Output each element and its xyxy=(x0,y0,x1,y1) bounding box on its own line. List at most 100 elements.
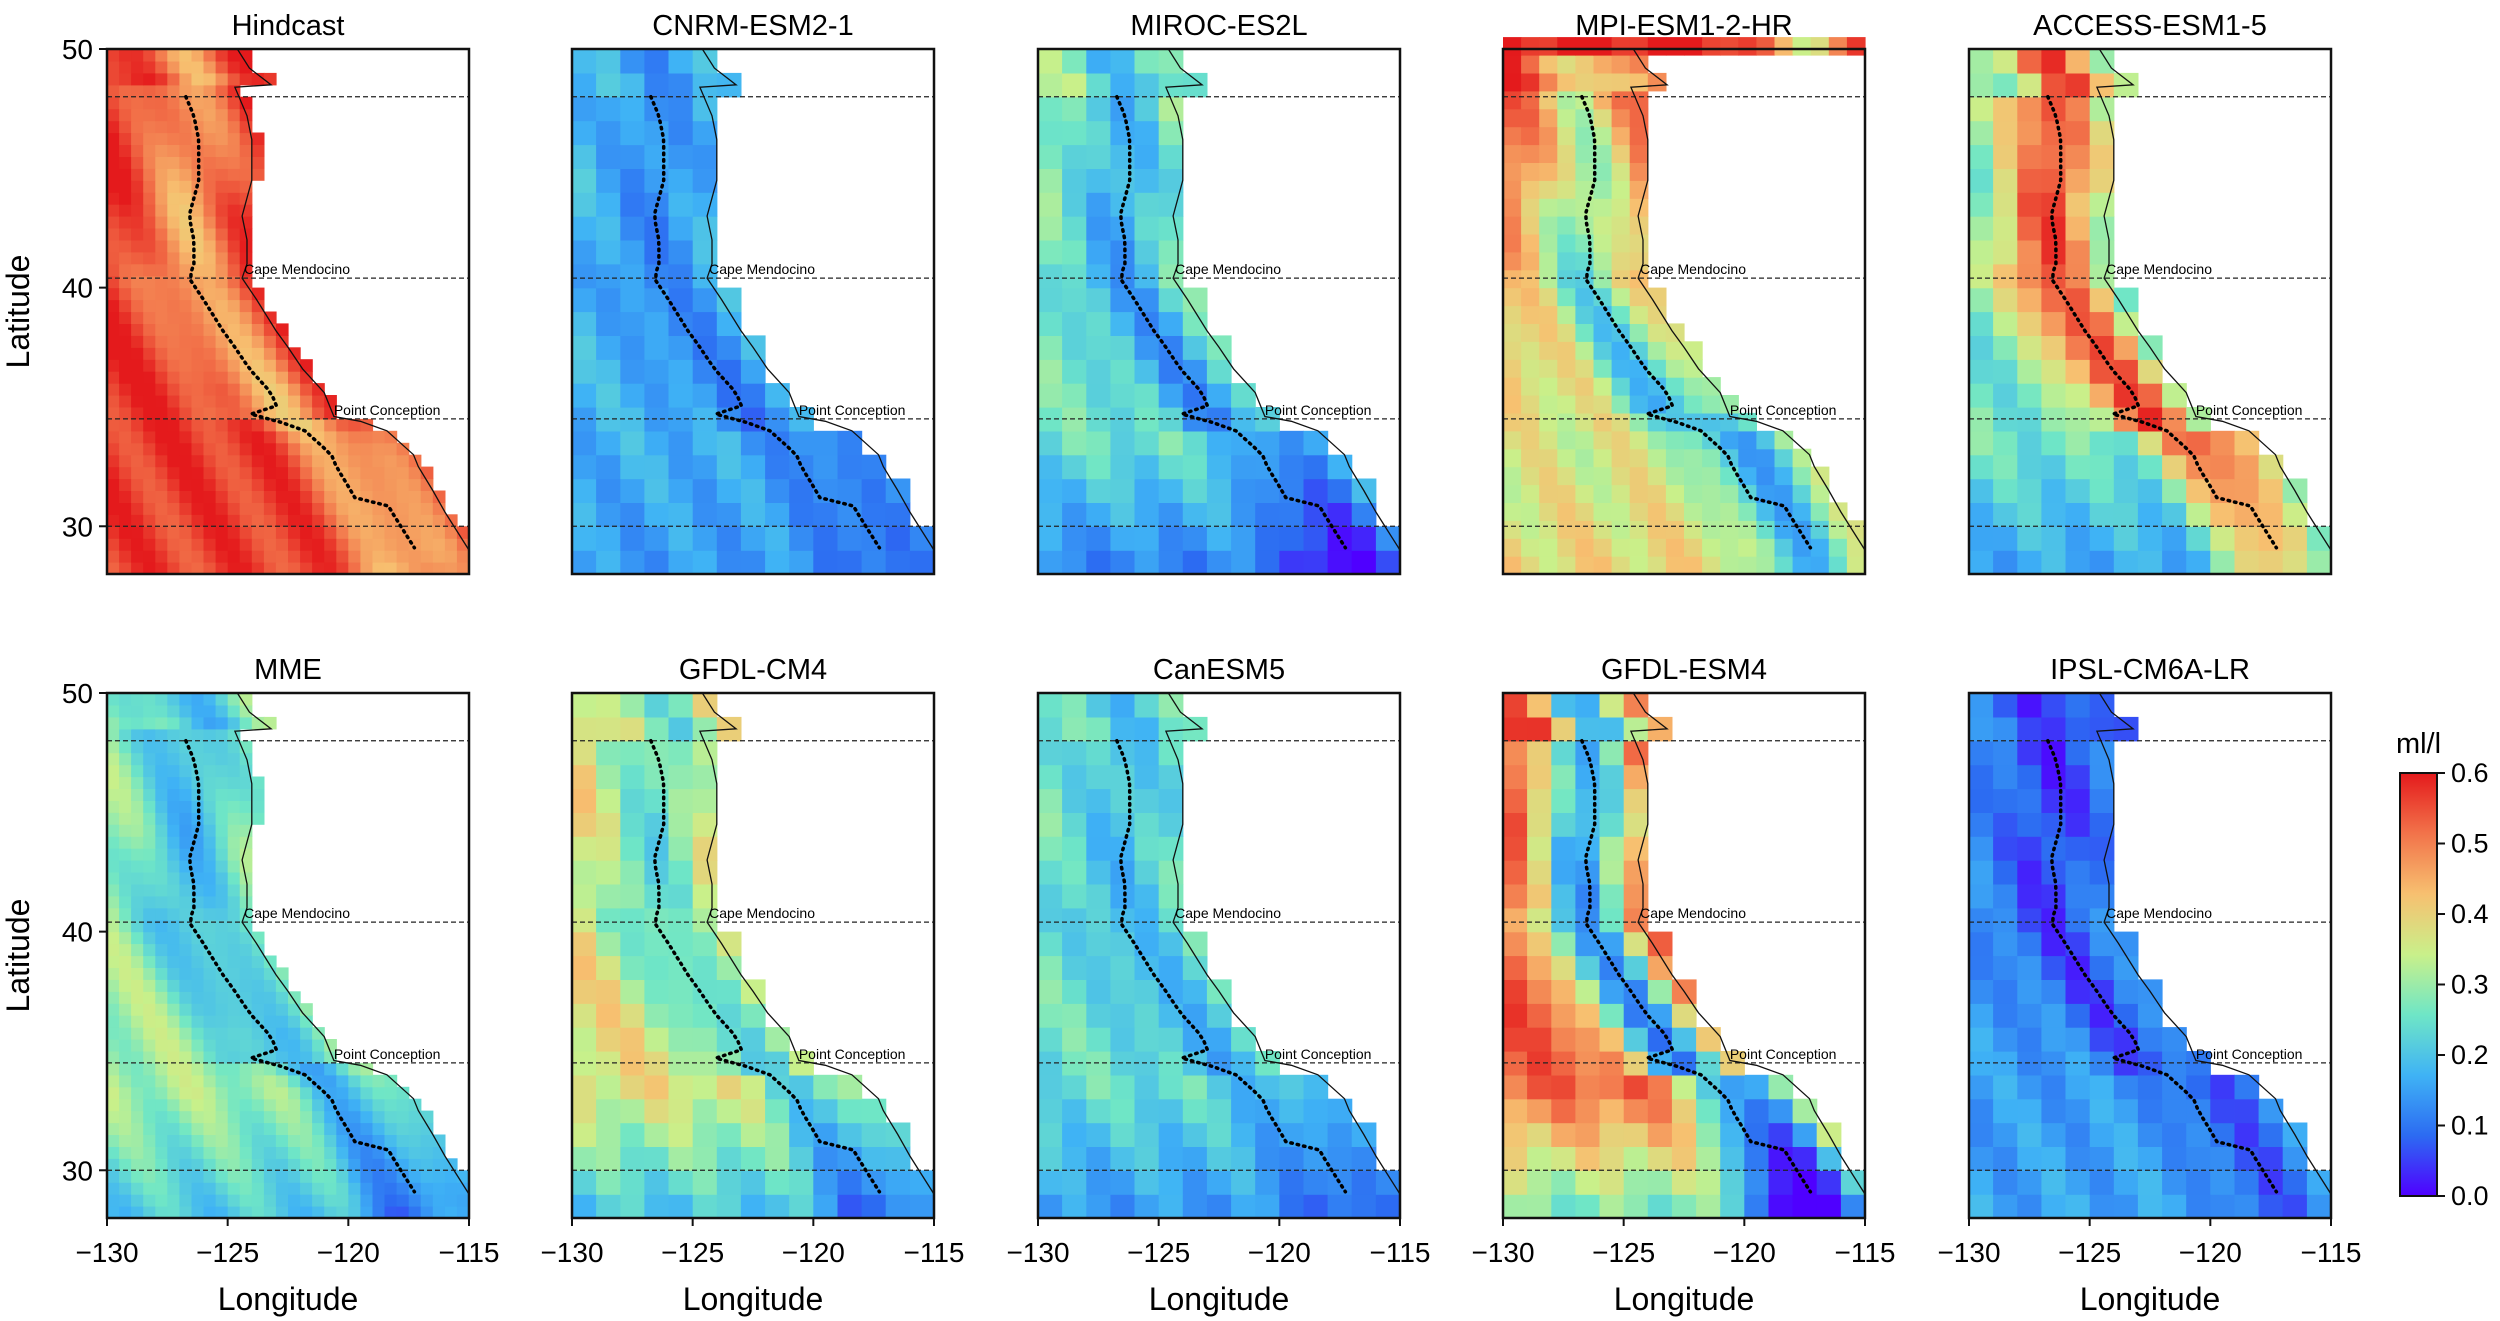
heatmap-cell xyxy=(300,514,313,527)
heatmap-cell xyxy=(2065,740,2091,766)
heatmap-cell xyxy=(1255,1051,1280,1076)
heatmap-cell xyxy=(2162,1146,2187,1171)
heatmap-cell xyxy=(348,1074,361,1088)
heatmap-cell xyxy=(692,550,718,575)
heatmap-cell xyxy=(716,1027,742,1052)
heatmap-cell xyxy=(312,490,325,503)
heatmap-cell xyxy=(203,538,217,551)
heatmap-cell xyxy=(716,1170,742,1195)
heatmap-cell xyxy=(263,454,277,468)
heatmap-cell xyxy=(143,1122,156,1135)
heatmap-cell xyxy=(275,395,289,408)
heatmap-cell xyxy=(620,883,645,909)
heatmap-cell xyxy=(668,1146,694,1171)
heatmap-cell xyxy=(1993,979,2018,1004)
heatmap-cell xyxy=(1599,716,1625,742)
heatmap-cell xyxy=(275,1206,289,1219)
heatmap-cell xyxy=(572,716,597,742)
heatmap-cell xyxy=(215,1122,229,1135)
heatmap-cell xyxy=(1231,1027,1256,1052)
heatmap-cell xyxy=(420,1182,434,1195)
heatmap-cell xyxy=(167,335,180,348)
heatmap-cell xyxy=(119,1086,132,1100)
heatmap-cell xyxy=(191,704,205,718)
heatmap-cell xyxy=(572,430,597,456)
heatmap-cell xyxy=(119,1051,132,1064)
heatmap-cell xyxy=(1086,192,1111,217)
heatmap-cell xyxy=(143,860,156,873)
heatmap-cell xyxy=(1575,144,1595,163)
x-tick-label: −120 xyxy=(2179,1237,2242,1268)
heatmap-cell xyxy=(2089,72,2115,98)
heatmap-cell xyxy=(1969,430,1994,456)
heatmap-cell xyxy=(2041,454,2067,480)
heatmap-cell xyxy=(312,538,325,551)
heatmap-cell xyxy=(1062,1003,1087,1028)
heatmap-cell xyxy=(2210,1170,2235,1195)
heatmap-cell xyxy=(1557,55,1576,74)
heatmap-cell xyxy=(909,550,935,575)
heatmap-cell xyxy=(1527,836,1552,861)
heatmap-cell xyxy=(179,251,193,265)
heatmap-cell xyxy=(668,836,694,861)
heatmap-cell xyxy=(1738,448,1757,468)
heatmap-cell xyxy=(1575,430,1595,450)
heatmap-cell xyxy=(155,72,168,86)
heatmap-cell xyxy=(143,144,156,157)
heatmap-cell xyxy=(813,1098,838,1124)
heatmap-cell xyxy=(2017,1146,2042,1171)
heatmap-cell xyxy=(143,776,156,789)
heatmap-cell xyxy=(2258,1122,2284,1147)
heatmap-cell xyxy=(191,371,205,384)
heatmap-cell xyxy=(1774,466,1794,486)
heatmap-cell xyxy=(2113,979,2139,1004)
heatmap-cell xyxy=(1557,198,1576,217)
heatmap-cell xyxy=(191,1158,205,1171)
heatmap-cell xyxy=(1768,1122,1794,1147)
heatmap-cell xyxy=(215,251,229,265)
heatmap-cell xyxy=(1557,162,1576,181)
heatmap-cell xyxy=(119,895,132,909)
heatmap-cell xyxy=(227,1146,241,1159)
heatmap-cell xyxy=(1134,1027,1160,1052)
heatmap-cell xyxy=(191,526,205,539)
heatmap-cell xyxy=(1629,448,1649,468)
heatmap-cell xyxy=(1158,1003,1184,1028)
heatmap-cell xyxy=(1629,520,1649,539)
heatmap-cell xyxy=(432,1182,446,1195)
heatmap-cell xyxy=(155,466,168,480)
heatmap-cell xyxy=(1062,239,1087,265)
heatmap-cell xyxy=(203,49,217,62)
heatmap-cell xyxy=(107,514,120,527)
heatmap-cell xyxy=(1611,55,1631,74)
heatmap-cell xyxy=(692,1194,718,1219)
heatmap-cell xyxy=(644,1170,670,1195)
heatmap-cell xyxy=(1182,1098,1208,1124)
heatmap-cell xyxy=(167,848,180,861)
heatmap-cell xyxy=(1575,1194,1601,1219)
heatmap-cell xyxy=(239,502,253,515)
panel-frame xyxy=(1036,691,1402,1220)
heatmap-cell xyxy=(107,1051,120,1064)
heatmap-cell xyxy=(203,323,217,336)
panel-frame xyxy=(1501,691,1867,1220)
heatmap-cell xyxy=(1623,836,1649,861)
heatmap-cell xyxy=(596,812,621,837)
heatmap-cell xyxy=(251,1146,265,1159)
heatmap-cell xyxy=(789,1146,814,1171)
heatmap-cell xyxy=(348,502,361,515)
heatmap-cell xyxy=(1279,502,1304,527)
heatmap-cell xyxy=(227,1158,241,1171)
heatmap-cell xyxy=(143,156,156,169)
heatmap-cell xyxy=(2089,311,2115,336)
heatmap-cell xyxy=(1375,550,1401,575)
heatmap-cell xyxy=(191,514,205,527)
heatmap-cell xyxy=(167,883,180,897)
heatmap-cell xyxy=(1593,198,1613,217)
heatmap-cell xyxy=(2113,478,2139,503)
heatmap-cell xyxy=(239,418,253,432)
heatmap-cell xyxy=(167,395,180,408)
heatmap-cell xyxy=(107,347,120,360)
heatmap-cell xyxy=(167,466,180,480)
heatmap-cell xyxy=(1647,1146,1673,1171)
